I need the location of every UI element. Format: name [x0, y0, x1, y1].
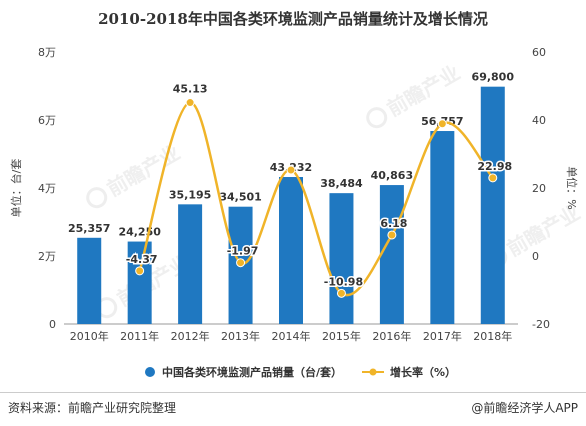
line-point	[488, 173, 498, 183]
y-left-axis-label: 单位：台/套	[9, 159, 23, 218]
source-note: 资料来源：前瞻产业研究院整理	[8, 401, 177, 415]
line-point	[236, 258, 246, 268]
footer-divider	[0, 392, 586, 393]
x-tick-label: 2018年	[473, 329, 512, 343]
line-value-label: -10.98	[324, 275, 363, 288]
line-point	[185, 98, 195, 108]
y-left-tick-label: 6万	[38, 114, 56, 127]
line-value-label: 45.13	[173, 83, 208, 96]
bar	[379, 185, 404, 324]
legend-line-marker	[369, 368, 377, 376]
y-right-axis-label: 单位：%	[565, 166, 579, 209]
bar	[430, 131, 455, 324]
x-tick-label: 2015年	[322, 329, 361, 343]
line-value-label: 22.98	[477, 160, 512, 173]
y-right-tick-label: -20	[532, 318, 550, 331]
x-tick-label: 2012年	[171, 329, 210, 343]
legend-line-label: 增长率（%）	[390, 365, 456, 379]
x-tick-label: 2014年	[272, 329, 311, 343]
line-point	[286, 165, 296, 175]
bar	[127, 241, 152, 324]
bar	[178, 204, 203, 324]
legend-bar-label: 中国各类环境监测产品销量（台/套）	[162, 365, 342, 379]
x-tick-label: 2013年	[221, 329, 260, 343]
svg-text:前瞻产业: 前瞻产业	[383, 60, 464, 121]
y-left-tick-label: 0	[49, 318, 56, 331]
brand-note: @前瞻经济学人APP	[471, 401, 578, 415]
line-point	[135, 266, 145, 276]
bar	[279, 177, 303, 324]
y-right-tick-label: 60	[532, 46, 546, 59]
line-point	[387, 230, 397, 240]
bar-value-label: 24,250	[118, 226, 161, 239]
x-tick-label: 2016年	[372, 329, 411, 343]
bar-value-label: 40,863	[371, 169, 413, 182]
bar-value-label: 35,195	[169, 188, 211, 201]
y-left-tick-label: 2万	[38, 250, 56, 263]
line-value-label: -4.37	[126, 253, 158, 266]
bar	[77, 237, 102, 324]
bar-value-label: 25,357	[68, 222, 110, 235]
line-point	[437, 119, 447, 129]
y-left-tick-label: 4万	[38, 182, 56, 195]
x-tick-label: 2010年	[70, 329, 109, 343]
y-right-tick-label: 20	[532, 182, 546, 195]
line-value-label: -1.97	[227, 245, 259, 258]
x-tick-label: 2011年	[120, 329, 159, 343]
y-right-tick-label: 0	[532, 250, 539, 263]
chart: 前瞻产业前瞻产业前瞻产业前瞻产业02万4万6万8万-200204060单位：台/…	[9, 46, 584, 379]
y-left-tick-label: 8万	[38, 46, 56, 59]
legend-bar-swatch	[145, 367, 155, 377]
bar-value-label: 34,501	[219, 191, 261, 204]
bar	[329, 193, 354, 324]
line-value-label: 6.18	[380, 217, 407, 230]
bar	[480, 86, 505, 325]
x-tick-label: 2017年	[423, 329, 462, 343]
chart-title: 2010-2018年中国各类环境监测产品销量统计及增长情况	[98, 10, 488, 28]
y-right-tick-label: 40	[532, 114, 546, 127]
line-point	[336, 288, 346, 298]
bar-value-label: 69,800	[472, 71, 515, 84]
bar-value-label: 38,484	[320, 177, 363, 190]
